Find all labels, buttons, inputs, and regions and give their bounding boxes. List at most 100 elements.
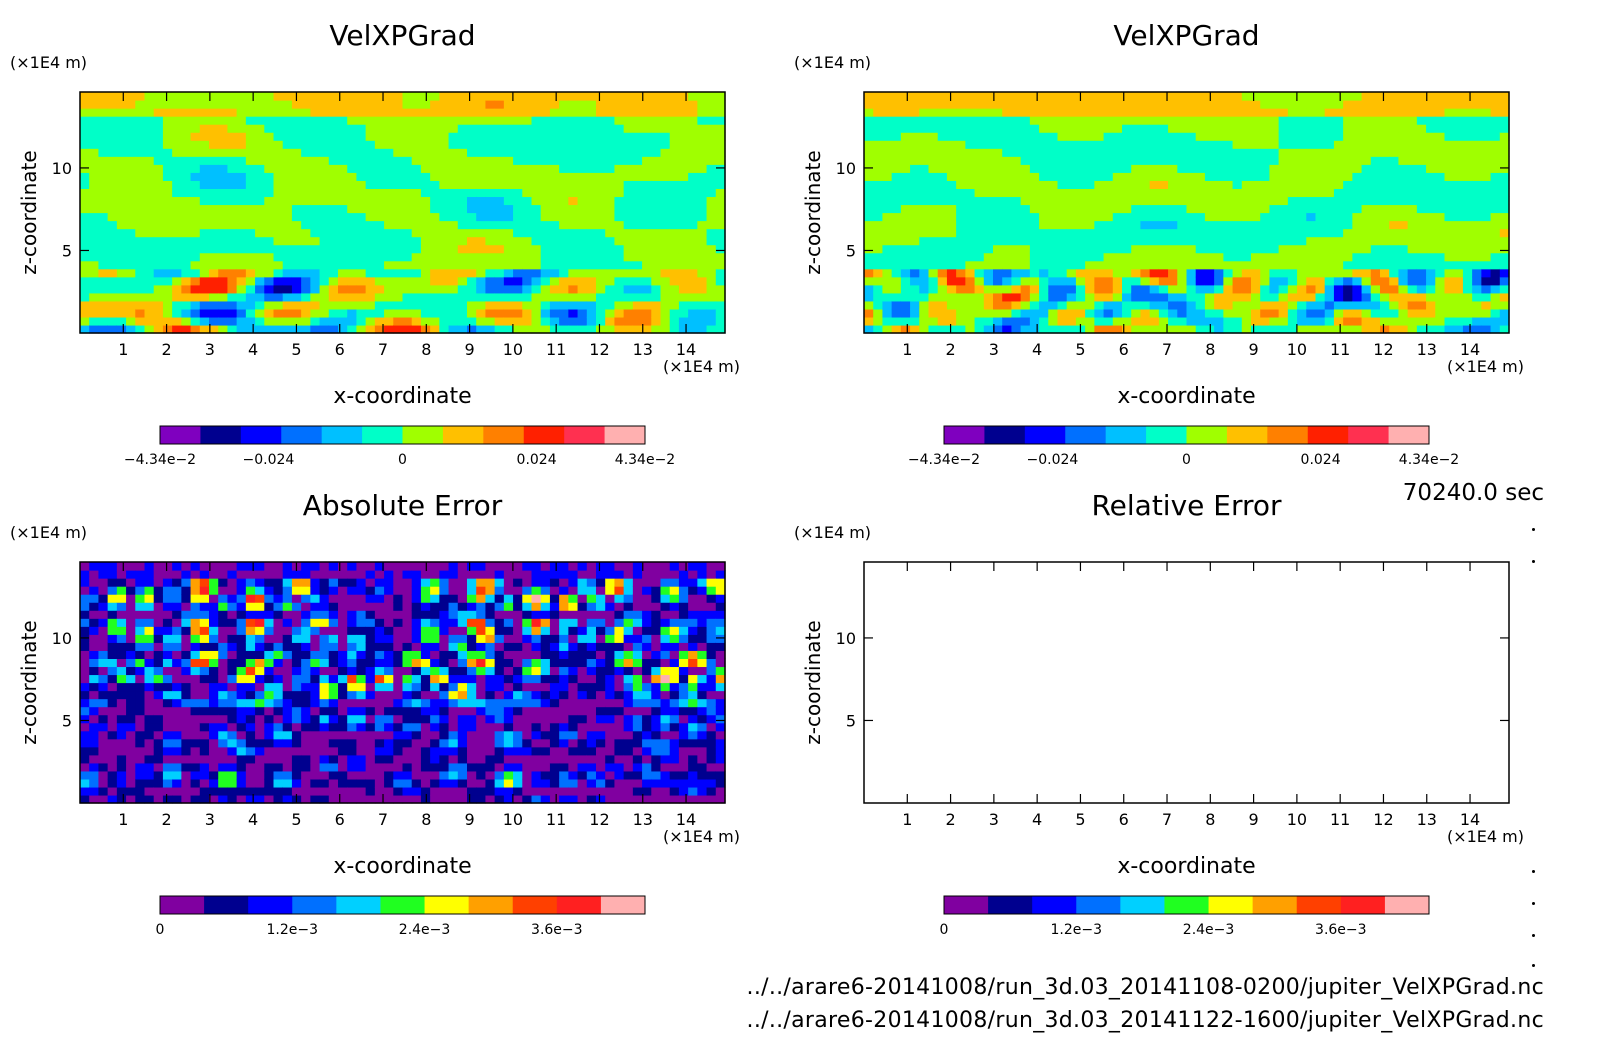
colorbar-tick-label: 3.6e−3 xyxy=(531,922,583,938)
colorbar-swatch xyxy=(1208,896,1254,914)
x-unit-label: (×1E4 m) xyxy=(663,357,740,376)
y-axis-label: z-coordinate xyxy=(17,150,41,274)
colorbar: −4.34e−2 −0.024 0 0.024 4.34e−2 xyxy=(908,425,1459,468)
x-tick-label: 5 xyxy=(1075,810,1085,829)
colorbar-swatch xyxy=(1384,896,1430,914)
x-tick-label: 3 xyxy=(205,810,215,829)
colorbar-tick-label: −4.34e−2 xyxy=(908,452,980,468)
colorbar-tick-label: 4.34e−2 xyxy=(615,452,675,468)
x-tick-label: 13 xyxy=(1417,340,1437,359)
x-tick-label: 4 xyxy=(1032,340,1042,359)
colorbar-swatch xyxy=(200,426,242,444)
x-tick-label: 11 xyxy=(546,340,566,359)
colorbar-swatch xyxy=(1388,426,1430,444)
x-tick-label: 6 xyxy=(1119,340,1129,359)
plot-frame xyxy=(863,561,1510,804)
colorbar-swatch xyxy=(1065,426,1107,444)
colorbar-swatch xyxy=(944,896,989,914)
x-tick-label: 11 xyxy=(546,810,566,829)
x-tick-label: 12 xyxy=(1373,340,1393,359)
x-tick-label: 9 xyxy=(465,810,475,829)
x-tick-label: 12 xyxy=(589,810,609,829)
x-tick-label: 5 xyxy=(291,810,301,829)
x-tick-label: 5 xyxy=(1075,340,1085,359)
colorbar-swatch xyxy=(362,426,403,444)
x-tick-label: 12 xyxy=(589,340,609,359)
colorbar-tick-label: 1.2e−3 xyxy=(267,922,319,938)
colorbar-swatch xyxy=(1296,896,1342,914)
colorbar-swatch xyxy=(1076,896,1121,914)
colorbar-frame xyxy=(159,425,646,445)
x-tick-label: 3 xyxy=(205,340,215,359)
x-axis-label: x-coordinate xyxy=(333,384,471,409)
y-unit-label: (×1E4 m) xyxy=(10,523,87,542)
x-axis-label: x-coordinate xyxy=(1117,384,1255,409)
x-tick-label: 6 xyxy=(335,810,345,829)
x-tick-label: 8 xyxy=(421,340,431,359)
colorbar-swatch xyxy=(944,426,985,444)
colorbar-tick-label: 0.024 xyxy=(1301,452,1341,468)
colorbar-tick-label: 2.4e−3 xyxy=(399,922,451,938)
x-tick-label: 5 xyxy=(291,340,301,359)
colorbar-tick-label: 0 xyxy=(156,922,165,938)
time-label: 70240.0 sec xyxy=(1402,480,1544,506)
x-tick-label: 4 xyxy=(248,810,258,829)
colorbar-tick-label: 4.34e−2 xyxy=(1399,452,1459,468)
colorbar-swatch xyxy=(442,426,484,444)
x-tick-label: 11 xyxy=(1330,810,1350,829)
colorbar-swatch xyxy=(1105,426,1147,444)
y-unit-label: (×1E4 m) xyxy=(794,523,871,542)
colorbar-swatch xyxy=(984,426,1026,444)
x-axis-label: x-coordinate xyxy=(333,854,471,879)
colorbar-swatch xyxy=(336,896,381,914)
x-unit-label: (×1E4 m) xyxy=(663,827,740,846)
x-unit-label: (×1E4 m) xyxy=(1447,827,1524,846)
x-tick-label: 2 xyxy=(945,340,955,359)
colorbar-frame xyxy=(943,895,1430,915)
x-tick-label: 9 xyxy=(1249,340,1259,359)
x-tick-label: 10 xyxy=(503,340,523,359)
colorbar-frame xyxy=(159,895,646,915)
colorbar-swatch xyxy=(1267,426,1309,444)
x-tick-label: 10 xyxy=(1287,810,1307,829)
colorbar-swatch xyxy=(424,896,470,914)
colorbar-tick-label: −4.34e−2 xyxy=(124,452,196,468)
y-unit-label: (×1E4 m) xyxy=(10,53,87,72)
y-tick-label: 5 xyxy=(62,241,72,260)
colorbar-tick-label: 0 xyxy=(940,922,949,938)
colorbar-swatch xyxy=(240,426,282,444)
colorbar-swatch xyxy=(292,896,337,914)
colorbar-swatch xyxy=(1252,896,1298,914)
y-tick-label: 10 xyxy=(52,629,72,648)
y-axis-label: z-coordinate xyxy=(801,620,825,744)
x-tick-label: 14 xyxy=(1460,810,1480,829)
y-axis-label: z-coordinate xyxy=(17,620,41,744)
colorbar-swatch xyxy=(281,426,323,444)
colorbar-swatch xyxy=(1307,426,1349,444)
x-tick-label: 12 xyxy=(1373,810,1393,829)
y-unit-label: (×1E4 m) xyxy=(794,53,871,72)
x-tick-label: 7 xyxy=(1162,340,1172,359)
colorbar-tick-label: 0.024 xyxy=(517,452,557,468)
x-tick-label: 4 xyxy=(1032,810,1042,829)
colorbar: 0 1.2e−3 2.4e−3 3.6e−3 xyxy=(156,895,646,938)
x-tick-label: 9 xyxy=(1249,810,1259,829)
colorbar-swatch xyxy=(483,426,525,444)
colorbar-swatch xyxy=(380,896,426,914)
colorbar-swatch xyxy=(1024,426,1066,444)
x-tick-label: 9 xyxy=(465,340,475,359)
colorbar: −4.34e−2 −0.024 0 0.024 4.34e−2 xyxy=(124,425,675,468)
colorbar-tick-label: 0 xyxy=(1182,452,1191,468)
x-tick-label: 2 xyxy=(161,810,171,829)
colorbar-swatch xyxy=(523,426,565,444)
colorbar-swatch xyxy=(1146,426,1187,444)
colorbar-swatch xyxy=(1032,896,1077,914)
x-tick-label: 1 xyxy=(902,810,912,829)
colorbar-tick-label: −0.024 xyxy=(242,452,294,468)
contour-field xyxy=(864,92,1510,334)
colorbar-swatch xyxy=(468,896,514,914)
x-tick-label: 13 xyxy=(633,810,653,829)
y-tick-label: 10 xyxy=(52,159,72,178)
colorbar-swatch xyxy=(512,896,558,914)
colorbar-swatch xyxy=(160,896,205,914)
